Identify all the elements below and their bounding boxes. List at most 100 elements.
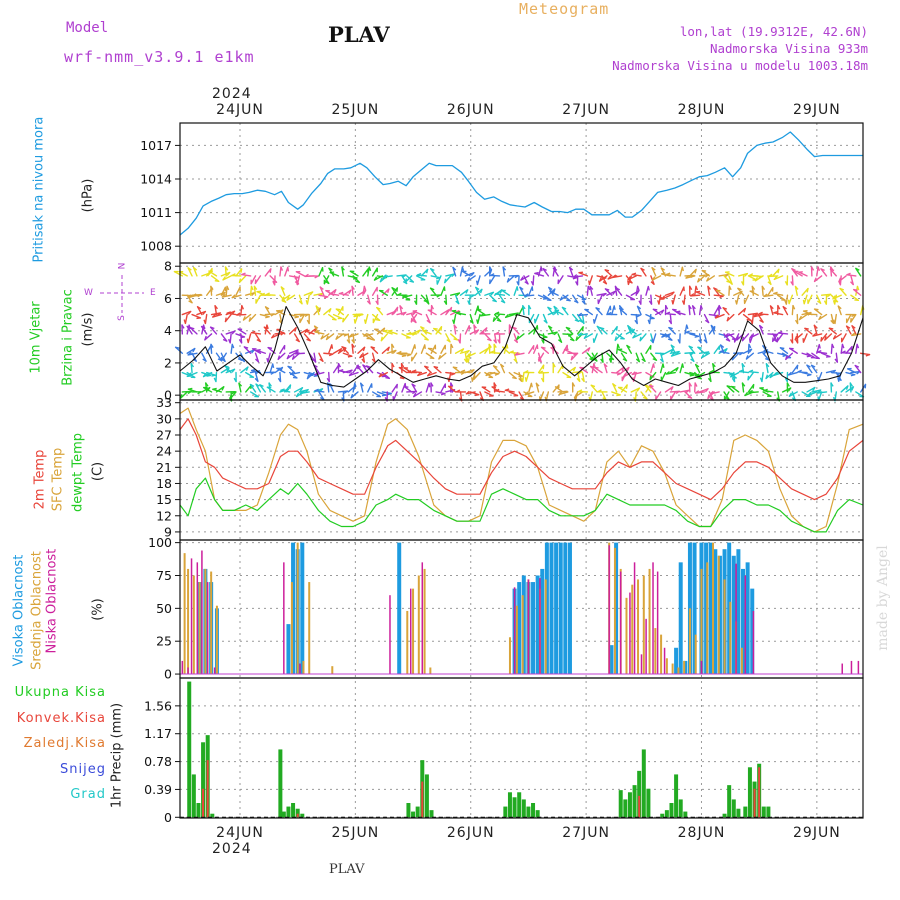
- wind-arrow: [713, 345, 721, 354]
- date-label-top: 26JUN: [447, 102, 495, 118]
- wind-arrow: [328, 371, 330, 383]
- wind-arrow: [788, 347, 798, 354]
- wind-arrow: [715, 289, 725, 296]
- wind-arrow: [581, 347, 591, 354]
- wind-arrow: [473, 371, 481, 380]
- wind-arrow: [391, 306, 399, 316]
- wind-arrow-head: [707, 394, 710, 399]
- wind-arrow-head: [500, 363, 505, 368]
- wind-arrow: [577, 313, 589, 317]
- wind-arrow: [723, 275, 731, 284]
- wind-arrow: [206, 267, 213, 277]
- wind-arrow-head: [660, 309, 665, 314]
- wind-arrow: [314, 390, 325, 393]
- wind-arrow-head: [647, 286, 650, 291]
- precip-bar: [646, 788, 651, 818]
- wind-arrow-head: [417, 372, 422, 376]
- wind-arrow: [430, 344, 437, 354]
- wind-arrow: [413, 391, 423, 398]
- wind-arrow-head: [524, 293, 529, 297]
- wind-arrow-head: [524, 391, 529, 396]
- wind-arrow-head: [695, 363, 700, 368]
- wind-arrow-head: [305, 300, 309, 305]
- wind-arrow: [813, 324, 818, 335]
- wind-arrow: [837, 305, 842, 316]
- wind-arrow-head: [841, 344, 845, 349]
- sfc-temp-line: [179, 407, 864, 533]
- wind-arrow: [859, 352, 871, 356]
- wind-arrow-head: [794, 335, 798, 340]
- wind-arrow: [615, 287, 623, 296]
- wind-arrow: [289, 371, 301, 376]
- wind-arrow-head: [375, 300, 379, 305]
- wind-arrow: [707, 285, 711, 296]
- wind-arrow-head: [354, 382, 357, 388]
- wind-arrow-head: [807, 391, 812, 396]
- wind-arrow: [855, 391, 865, 398]
- wind-arrow-head: [627, 325, 632, 329]
- wind-arrow-head: [578, 389, 583, 393]
- wind-arrow: [412, 310, 423, 316]
- wind-arrow: [698, 304, 702, 316]
- wind-arrow: [793, 270, 803, 277]
- wind-arrow-head: [666, 272, 671, 276]
- y-tick-label: 1.17: [144, 726, 172, 741]
- y-tick-label: 4: [164, 323, 172, 338]
- wind-arrow: [425, 382, 430, 393]
- wind-arrow-head: [212, 387, 217, 390]
- wind-arrow-head: [865, 353, 870, 357]
- wind-arrow: [201, 324, 205, 335]
- wind-arrow-head: [508, 324, 512, 329]
- wind-arrow: [288, 326, 297, 335]
- wind-arrow: [581, 294, 586, 305]
- wind-arrow-head: [197, 391, 202, 395]
- wind-arrow: [352, 382, 356, 393]
- wind-arrow-head: [743, 308, 746, 313]
- wind-arrow: [465, 391, 476, 395]
- wind-arrow: [801, 287, 809, 296]
- wind-arrow-head: [329, 291, 334, 295]
- wind-arrow: [229, 391, 237, 400]
- wind-arrow: [840, 385, 849, 393]
- wind-arrow: [845, 371, 856, 376]
- wind-arrow-head: [331, 344, 334, 349]
- wind-arrow-head: [266, 357, 269, 363]
- wind-arrow-head: [773, 291, 778, 295]
- wind-arrow-head: [470, 377, 474, 382]
- wind-arrow-head: [583, 334, 588, 339]
- wind-arrow: [411, 383, 418, 393]
- wind-arrow: [782, 305, 789, 316]
- wind-arrow: [314, 371, 325, 376]
- wind-arrow: [341, 346, 349, 354]
- wind-arrow: [535, 382, 540, 393]
- wind-arrow-head: [530, 280, 534, 286]
- wind-arrow-head: [411, 383, 416, 387]
- wind-arrow-head: [719, 349, 725, 353]
- wind-arrow-head: [704, 319, 710, 324]
- wind-arrow-head: [743, 273, 748, 277]
- wind-arrow: [351, 285, 354, 296]
- wind-arrow: [749, 290, 759, 296]
- wind-arrow: [347, 333, 351, 344]
- wind-arrow: [184, 313, 188, 325]
- date-label-top: 25JUN: [332, 102, 380, 118]
- wind-arrow-head: [475, 280, 479, 285]
- wind-arrow: [357, 289, 367, 296]
- wind-arrow: [306, 294, 310, 305]
- wind-arrow: [562, 294, 571, 302]
- wind-arrow-head: [694, 382, 698, 387]
- cloud-bar: [331, 666, 334, 675]
- wind-arrow: [328, 313, 337, 321]
- wind-arrow: [220, 333, 228, 342]
- wind-arrow-head: [528, 305, 532, 310]
- wind-arrow-head: [851, 325, 856, 329]
- wind-arrow: [453, 324, 457, 335]
- wind-arrow: [615, 333, 625, 340]
- wind-arrow: [338, 370, 349, 374]
- wind-arrow-head: [832, 295, 836, 300]
- precip-bar: [512, 797, 517, 818]
- wind-arrow: [474, 286, 481, 296]
- wind-arrow-head: [741, 363, 746, 368]
- wind-arrow-head: [342, 317, 345, 322]
- wind-arrow: [748, 391, 759, 394]
